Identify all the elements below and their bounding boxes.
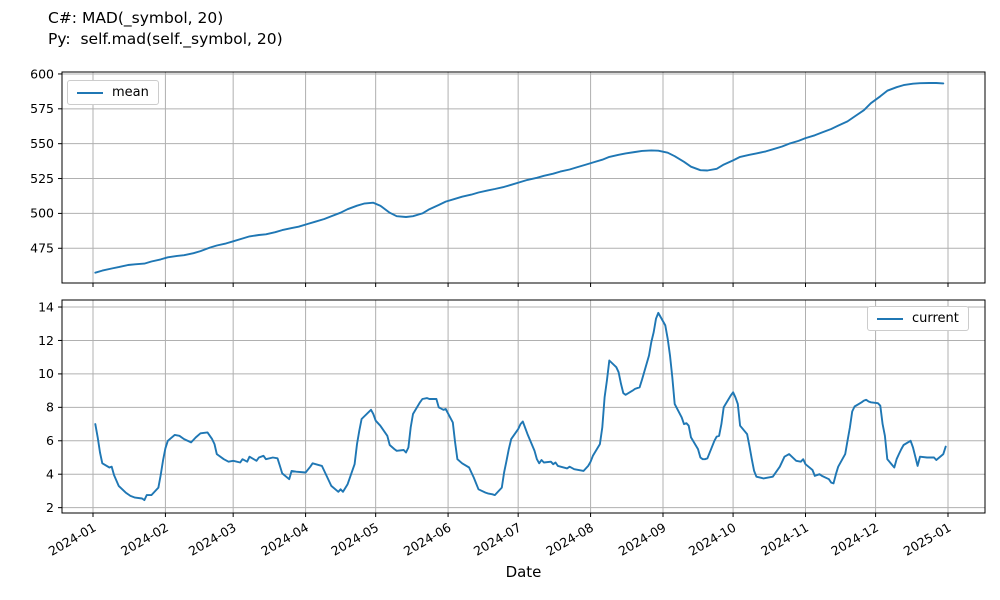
y-tick-label: 500 [30, 206, 54, 221]
y-tick-label: 600 [30, 66, 54, 81]
y-tick-label: 12 [38, 333, 54, 348]
x-tick-label: 2024-01 [46, 520, 99, 559]
x-tick-label: 2025-01 [901, 520, 954, 559]
legend-current-label: current [912, 311, 959, 326]
series-line-mean [94, 82, 945, 274]
x-tick-label: 2024-04 [258, 520, 311, 559]
legend-line-sample-icon [877, 317, 903, 320]
x-axis-label: Date [505, 563, 542, 581]
x-tick-label: 2024-11 [758, 520, 811, 559]
x-tick-label: 2024-05 [328, 520, 381, 559]
axes-spines [61, 71, 986, 284]
y-tick-label: 475 [30, 241, 54, 256]
x-tick-label: 2024-02 [118, 520, 171, 559]
y-tick-label: 550 [30, 136, 54, 151]
legend-mean-label: mean [112, 85, 149, 100]
title-line-csharp: C#: MAD(_symbol, 20) [48, 9, 224, 27]
legend-current: current [867, 306, 969, 331]
legend-mean: mean [67, 80, 159, 105]
chart-current: 2024-01 2024-02 2024-03 2024-04 2024-05 2024-… [38, 299, 986, 559]
series-line-current [94, 311, 947, 502]
y-tick-label: 6 [46, 433, 54, 448]
y-tick-label: 8 [46, 400, 54, 415]
y-tick-label: 10 [38, 366, 54, 381]
title-line-python: Py: self.mad(self._symbol, 20) [48, 30, 283, 48]
figure-title: C#: MAD(_symbol, 20) Py: self.mad(self._… [48, 8, 283, 50]
y-tick-label: 525 [30, 171, 54, 186]
chart-mean: 475 500 525 550 575 600 [30, 66, 986, 287]
x-tick-label: 2024-09 [616, 520, 669, 559]
y-tick-label: 2 [46, 500, 54, 515]
axes-spines [61, 299, 986, 514]
x-tick-label: 2024-12 [828, 520, 881, 559]
y-tick-label: 575 [30, 101, 54, 116]
x-tick-label: 2024-07 [471, 520, 524, 559]
legend-line-sample-icon [77, 91, 103, 94]
y-tick-label: 4 [46, 467, 54, 482]
x-tick-label: 2024-10 [686, 520, 739, 559]
x-tick-label: 2024-06 [401, 520, 454, 559]
x-tick-label: 2024-03 [186, 520, 239, 559]
x-tick-label: 2024-08 [543, 520, 596, 559]
y-tick-label: 14 [38, 299, 54, 314]
